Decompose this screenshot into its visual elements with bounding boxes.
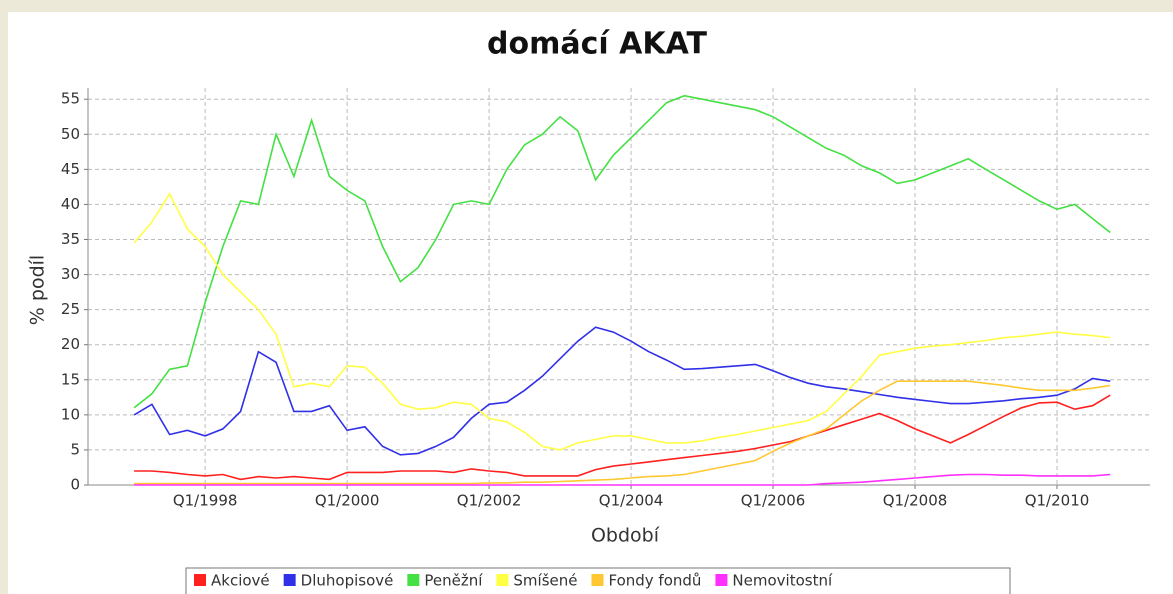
legend-swatch [194, 574, 206, 586]
y-tick-label: 25 [61, 300, 80, 318]
x-tick-label: Q1/2006 [741, 492, 806, 510]
y-tick-label: 55 [61, 90, 80, 108]
series-line [134, 394, 1111, 481]
legend-label: Fondy fondů [608, 572, 701, 590]
y-tick-label: 35 [61, 230, 80, 248]
legend-label: Peněžní [424, 572, 483, 590]
y-tick-label: 5 [70, 440, 80, 458]
y-tick-label: 40 [61, 195, 80, 213]
x-tick-label: Q1/2004 [599, 492, 664, 510]
series-line [133, 192, 1111, 451]
x-axis-label: Období [591, 525, 660, 547]
series-line [133, 94, 1111, 409]
x-tick-label: Q1/1998 [173, 492, 238, 510]
series-line [134, 380, 1111, 485]
x-tick-label: Q1/2010 [1025, 492, 1090, 510]
y-tick-label: 15 [61, 370, 80, 388]
legend-label: Nemovitostní [732, 572, 833, 590]
series-line [134, 473, 1111, 486]
legend-label: Dluhopisové [301, 572, 394, 590]
y-tick-label: 20 [61, 335, 80, 353]
legend-label: Akciové [211, 572, 270, 590]
y-tick-label: 10 [61, 405, 80, 423]
legend-label: Smíšené [513, 572, 577, 590]
x-tick-label: Q1/2008 [883, 492, 948, 510]
y-tick-label: 30 [61, 265, 80, 283]
chart-title: domácí AKAT [487, 27, 707, 62]
legend-swatch [715, 574, 728, 586]
legend-swatch [407, 574, 420, 586]
x-tick-label: Q1/2002 [457, 492, 522, 510]
y-tick-label: 50 [61, 125, 80, 143]
y-tick-label: 45 [61, 160, 80, 178]
y-tick-label: 0 [70, 476, 80, 494]
legend-swatch [283, 574, 296, 586]
y-axis-label: % podíl [27, 255, 49, 325]
x-tick-label: Q1/2000 [315, 492, 380, 510]
plot-area [88, 88, 1150, 485]
legend-swatch [496, 574, 509, 586]
legend-swatch [591, 574, 604, 586]
series-line [133, 326, 1111, 456]
